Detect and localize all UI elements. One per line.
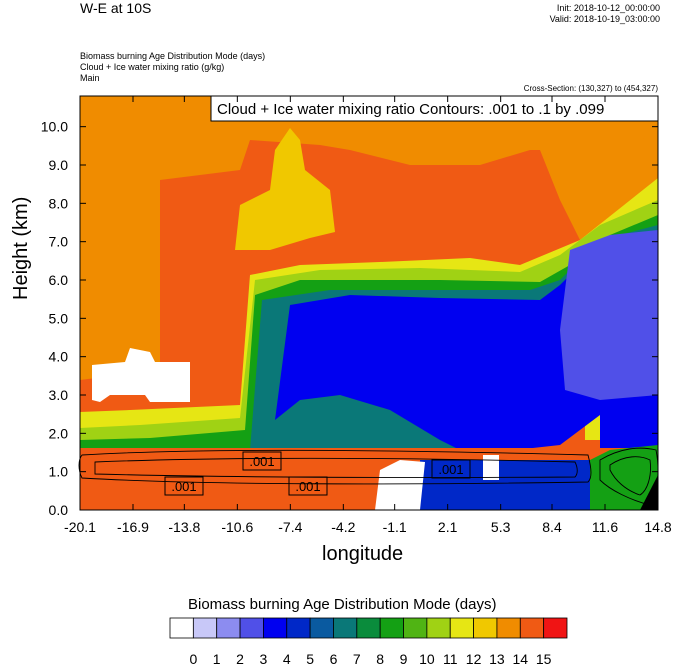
field-light-blue [560,230,658,400]
field-label-main: Main [80,73,100,83]
colorbar-swatch [449,617,474,639]
colorbar-swatch [216,617,241,639]
y-tick-label: 3.0 [49,387,69,403]
contour-info-frame [210,95,659,122]
contour-label-box [242,451,282,471]
colorbar-swatch [239,617,264,639]
y-tick-label: 10.0 [41,119,68,135]
colorbar-tick-label: 2 [236,651,244,667]
contour-label-text: .001 [438,462,463,477]
colorbar-tick-label: 7 [353,651,361,667]
colorbar-swatch [543,617,568,639]
x-tick-label: -10.6 [221,519,253,535]
x-tick-label: -16.9 [117,519,149,535]
init-time: Init: 2018-10-12_00:00:00 [556,3,660,13]
contour-label: .001 [164,476,204,496]
white-hole-left [92,348,190,402]
x-tick-label: 11.6 [592,519,618,535]
y-tick-label: 1.0 [49,464,69,480]
cross-section-label: Cross-Section: (130,327) to (454,327) [523,84,658,93]
y-axis: 0.0 1.0 2.0 3.0 4.0 5.0 6.0 7.0 8.0 9.0 10.0 [41,119,658,518]
surface-black-corner [640,475,658,510]
contour-label-box [431,459,471,479]
colorbar-tick-label: 3 [260,651,268,667]
contour-label-box [164,476,204,496]
y-axis-label: Height (km) [10,196,32,300]
contour-lines [78,447,659,506]
y-tick-label: 6.0 [49,272,69,288]
colorbar-swatch [286,617,311,639]
colorbar: 0 1 2 3 4 5 6 7 8 9 10 11 12 13 14 15 [169,617,568,667]
y-tick-label: 5.0 [49,310,69,326]
colorbar-swatch [356,617,381,639]
y-tick-label: 8.0 [49,195,69,211]
colorbar-tick-label: 6 [330,651,338,667]
x-tick-label: 2.1 [438,519,458,535]
colorbar-title: Biomass burning Age Distribution Mode (d… [188,596,497,613]
contour-label-text: .001 [171,479,196,494]
colorbar-tick-label: 9 [400,651,408,667]
contour-labels: .001 .001 .001 .001 [164,451,471,496]
contour-info-box: Cloud + Ice water mixing ratio Contours:… [210,95,659,122]
x-tick-label: 14.8 [644,519,671,535]
contour-label: .001 [288,476,328,496]
contour-info-text: Cloud + Ice water mixing ratio Contours:… [217,101,604,118]
x-tick-label: -4.2 [331,519,355,535]
x-tick-label: 8.4 [542,519,562,535]
colorbar-swatch [192,617,218,639]
contour-label-box [288,476,328,496]
y-tick-label: 2.0 [49,425,69,441]
colorbar-tick-label: 13 [489,651,505,667]
field-blue [275,230,658,458]
colorbar-tick-label: 12 [466,651,482,667]
x-tick-label: -1.1 [383,519,407,535]
y-tick-label: 7.0 [49,234,69,250]
colorbar-tick-label: 5 [306,651,314,667]
colorbar-swatch [263,617,288,639]
colorbar-tick-label: 0 [189,651,197,667]
colorbar-tick-label: 4 [283,651,291,667]
contour-label-text: .001 [249,454,274,469]
colorbar-tick-label: 8 [376,651,384,667]
x-tick-label: 5.3 [491,519,511,535]
colorbar-swatch [403,617,428,639]
x-axis: -20.1 -16.9 -13.8 -10.6 -7.4 -4.2 -1.1 2.1 5.3 8.… [64,96,672,535]
surface-white-gap [375,460,425,510]
colorbar-tick-label: 14 [513,651,529,667]
white-hole-mid [483,455,499,480]
field-yellow-plume [235,128,335,250]
contour-label: .001 [242,451,282,471]
contour-label-text: .001 [295,479,320,494]
x-axis-label: longitude [322,543,404,565]
x-tick-label: -7.4 [278,519,302,535]
colorbar-tick-label: 15 [536,651,552,667]
plot-area: .001 .001 .001 .001 [78,95,659,511]
figure-title: W-E at 10S [80,0,152,16]
colorbar-swatch [309,617,334,639]
colorbar-swatch [426,617,451,639]
colorbar-swatch [496,617,521,639]
y-tick-label: 4.0 [49,349,69,365]
x-tick-label: -20.1 [64,519,96,535]
valid-time: Valid: 2018-10-19_03:00:00 [549,14,660,24]
x-tick-label: -13.8 [168,519,200,535]
colorbar-swatch [473,617,498,639]
colorbar-tick-label: 1 [213,651,221,667]
colorbar-tick-label: 10 [419,651,435,667]
colorbar-swatch [169,617,194,639]
field-label-age: Biomass burning Age Distribution Mode (d… [80,51,266,61]
y-tick-label: 0.0 [49,502,69,518]
colorbar-swatch [333,617,358,639]
colorbar-swatch [519,617,545,639]
contour-label: .001 [431,459,471,479]
surface-blue-block [420,460,590,510]
y-tick-label: 9.0 [49,157,69,173]
colorbar-swatch [379,617,404,639]
field-label-cloud: Cloud + Ice water mixing ratio (g/kg) [80,62,225,72]
colorbar-tick-label: 11 [443,651,458,667]
